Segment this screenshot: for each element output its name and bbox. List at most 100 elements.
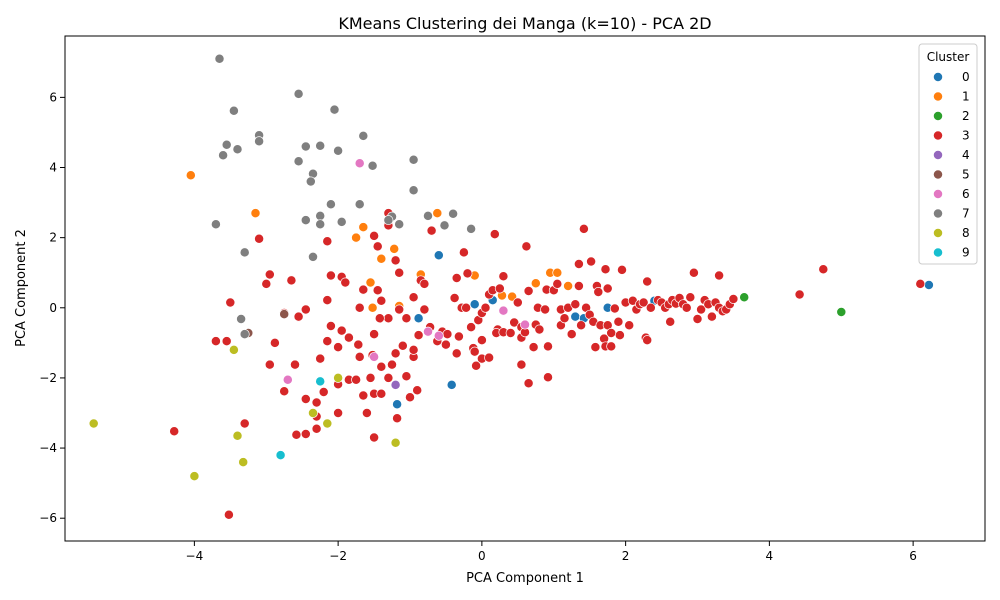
data-point-cluster-3 (300, 429, 311, 439)
data-point-cluster-7 (439, 220, 450, 231)
data-point-cluster-3 (552, 278, 563, 289)
data-point-cluster-3 (706, 311, 717, 322)
data-point-cluster-7 (315, 219, 326, 230)
data-point-cluster-3 (325, 321, 336, 331)
data-point-cluster-1 (376, 253, 387, 264)
data-point-cluster-1 (358, 222, 369, 233)
data-point-cluster-3 (311, 423, 322, 434)
data-point-cluster-3 (300, 394, 311, 404)
data-point-cluster-3 (442, 329, 453, 340)
data-point-cluster-7 (408, 154, 419, 165)
data-point-cluster-3 (394, 304, 405, 315)
data-point-cluster-7 (367, 160, 378, 171)
data-point-cluster-7 (228, 105, 239, 116)
data-point-cluster-7 (293, 156, 304, 167)
legend-marker-cluster-4 (933, 150, 943, 160)
data-point-cluster-7 (354, 199, 365, 210)
data-point-cluster-3 (528, 342, 539, 353)
data-point-cluster-0 (446, 379, 457, 390)
data-point-cluster-7 (383, 215, 394, 226)
data-point-cluster-3 (387, 359, 397, 370)
legend-label-cluster-1: 1 (962, 90, 970, 104)
data-point-cluster-3 (489, 229, 500, 240)
legend-marker-cluster-8 (933, 228, 943, 238)
legend-label-cluster-5: 5 (962, 168, 970, 182)
data-point-cluster-3 (461, 302, 472, 313)
legend-marker-cluster-9 (933, 247, 943, 258)
legend-marker-cluster-5 (933, 169, 943, 180)
data-point-cluster-7 (315, 210, 326, 221)
data-point-cluster-3 (728, 294, 739, 304)
data-point-cluster-6 (369, 351, 380, 362)
data-point-cluster-3 (521, 241, 532, 252)
legend-marker-cluster-2 (933, 111, 943, 121)
data-point-cluster-3 (714, 270, 725, 281)
data-point-cluster-0 (923, 280, 934, 290)
data-point-cluster-3 (453, 331, 464, 342)
data-point-cluster-3 (566, 329, 577, 340)
legend-marker-cluster-6 (933, 189, 943, 199)
data-point-cluster-3 (318, 387, 329, 397)
data-point-cluster-7 (305, 176, 316, 187)
data-point-cluster-3 (462, 268, 473, 279)
data-point-cluster-3 (264, 269, 275, 280)
data-point-cluster-3 (322, 336, 333, 347)
data-point-cluster-3 (614, 330, 625, 341)
legend-label-cluster-3: 3 (962, 129, 970, 143)
y-tick-label: 0 (49, 301, 57, 315)
data-point-cluster-9 (275, 450, 286, 461)
data-point-cluster-3 (523, 286, 534, 296)
data-point-cluster-3 (413, 330, 424, 341)
data-point-cluster-3 (336, 325, 347, 336)
data-point-cluster-1 (185, 170, 196, 181)
data-point-cluster-3 (586, 256, 597, 267)
data-point-cluster-4 (390, 379, 401, 390)
data-point-cluster-3 (261, 278, 272, 289)
data-point-cluster-3 (401, 313, 412, 324)
data-point-cluster-3 (333, 408, 344, 418)
data-point-cluster-0 (433, 250, 444, 261)
data-point-cluster-3 (606, 341, 617, 352)
data-point-cluster-3 (322, 236, 333, 247)
data-point-cluster-7 (466, 223, 477, 234)
data-point-cluster-3 (688, 267, 699, 278)
data-point-cluster-3 (540, 304, 551, 315)
data-point-cluster-3 (397, 340, 408, 351)
data-point-cluster-3 (645, 302, 656, 313)
data-point-cluster-7 (214, 53, 225, 64)
y-axis-label: PCA Component 2 (14, 229, 29, 347)
data-point-cluster-3 (602, 283, 613, 294)
data-point-cluster-3 (408, 292, 419, 303)
data-point-cluster-3 (471, 360, 482, 371)
data-point-cluster-3 (543, 341, 553, 352)
legend-marker-cluster-7 (933, 208, 943, 219)
data-point-cluster-1 (507, 291, 518, 302)
data-point-cluster-3 (498, 271, 509, 282)
y-tick-label: −2 (39, 371, 57, 385)
data-point-cluster-3 (590, 342, 601, 353)
x-tick-label: 4 (766, 549, 774, 563)
data-point-cluster-3 (210, 336, 221, 347)
data-point-cluster-3 (340, 277, 351, 288)
y-tick-label: 4 (49, 161, 57, 175)
data-point-cluster-1 (250, 208, 261, 219)
plot-area (64, 35, 986, 542)
data-point-cluster-6 (520, 319, 530, 330)
legend-box (918, 43, 978, 265)
legend-marker-cluster-1 (933, 91, 943, 102)
data-point-cluster-6 (498, 305, 509, 316)
data-point-cluster-3 (383, 313, 394, 324)
legend: Cluster 0 1 2 3 4 5 6 7 8 9 (918, 43, 978, 265)
data-point-cluster-3 (494, 283, 505, 294)
data-point-cluster-3 (512, 297, 523, 308)
data-point-cluster-8 (390, 437, 401, 448)
data-point-cluster-3 (353, 339, 364, 350)
data-point-cluster-8 (88, 418, 99, 429)
data-point-cluster-3 (223, 509, 234, 520)
data-point-cluster-3 (376, 295, 387, 306)
data-point-cluster-1 (563, 281, 574, 291)
data-point-cluster-0 (570, 311, 581, 322)
data-point-cluster-1 (432, 208, 443, 219)
data-point-cluster-7 (232, 144, 243, 155)
